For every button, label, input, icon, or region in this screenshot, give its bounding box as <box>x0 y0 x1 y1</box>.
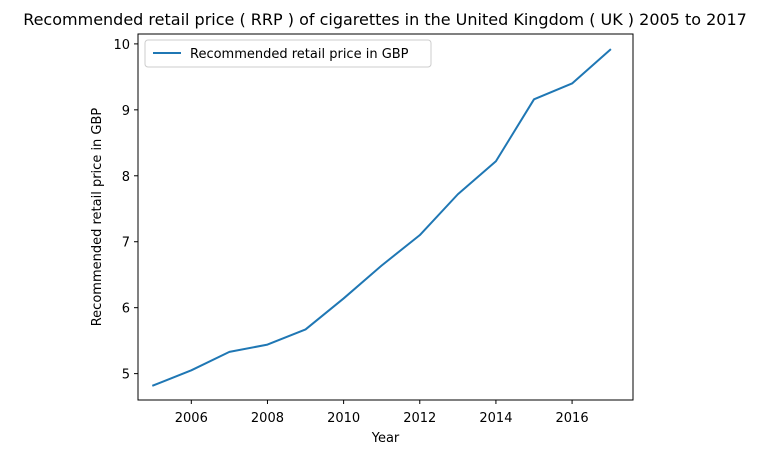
x-tick-label: 2016 <box>556 411 589 426</box>
x-tick-label: 2014 <box>479 411 512 426</box>
plot-area: 2006 2008 2010 2012 2014 2016 5 6 7 8 9 10 <box>113 33 634 426</box>
x-tick-label: 2010 <box>327 411 360 426</box>
legend-label: Recommended retail price in GBP <box>190 47 409 62</box>
x-axis-label: Year <box>371 431 400 446</box>
legend: Recommended retail price in GBP <box>144 39 432 68</box>
x-axis: 2006 2008 2010 2012 2014 2016 <box>175 400 589 426</box>
y-tick-label: 5 <box>122 368 130 383</box>
legend-box <box>144 39 432 68</box>
y-tick-label: 7 <box>122 236 130 251</box>
y-tick-label: 8 <box>122 170 130 185</box>
x-tick-label: 2008 <box>251 411 284 426</box>
y-tick-label: 9 <box>122 104 130 119</box>
plot-frame <box>137 33 634 401</box>
chart-title: Recommended retail price ( RRP ) of ciga… <box>23 10 747 29</box>
y-axis: 5 6 7 8 9 10 <box>113 38 138 383</box>
y-axis-label: Recommended retail price in GBP <box>90 108 105 327</box>
y-tick-label: 10 <box>113 38 130 53</box>
y-tick-label: 6 <box>122 302 130 317</box>
x-tick-label: 2006 <box>175 411 208 426</box>
series-line <box>151 48 612 387</box>
x-tick-label: 2012 <box>403 411 436 426</box>
series-layer <box>151 48 612 387</box>
